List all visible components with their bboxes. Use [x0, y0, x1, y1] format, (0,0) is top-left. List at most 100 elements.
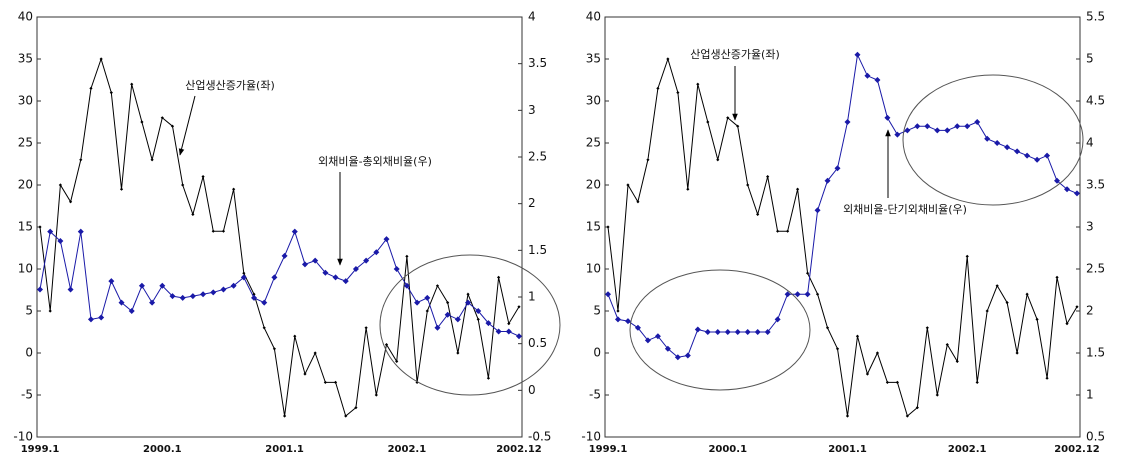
y2-tick-label: 3.5 [528, 56, 547, 70]
point [67, 286, 74, 293]
point [754, 329, 761, 335]
point [414, 299, 421, 306]
point [38, 225, 42, 229]
point [405, 254, 409, 258]
point [333, 380, 338, 384]
point [435, 284, 440, 288]
point [985, 309, 989, 313]
point [844, 119, 851, 125]
point [48, 309, 52, 313]
annotation: 산업생산증가율(좌) [690, 48, 780, 61]
point [975, 380, 979, 384]
point [342, 278, 349, 285]
y2-tick-label: 2.5 [528, 150, 547, 164]
point [914, 123, 921, 130]
y-tick-label: 10 [18, 262, 33, 276]
point [77, 228, 84, 235]
point [624, 318, 631, 325]
y-tick-label: 0 [25, 346, 33, 360]
point [605, 291, 611, 298]
point [664, 345, 671, 352]
point [686, 187, 690, 191]
point [37, 286, 43, 293]
point [118, 299, 125, 306]
point [99, 57, 103, 61]
point [1035, 317, 1039, 321]
point [47, 228, 54, 235]
y-tick-label: 30 [586, 94, 601, 108]
y-tick-label: 15 [586, 220, 601, 234]
point [814, 207, 821, 214]
point [795, 187, 800, 191]
x-tick-label: 1999.1 [21, 444, 60, 455]
point [374, 393, 378, 397]
point [271, 274, 278, 281]
point [293, 334, 297, 338]
point [1024, 152, 1031, 159]
x-tick-label: 2001.1 [265, 444, 304, 455]
y-tick-label: 25 [586, 136, 601, 150]
point [211, 229, 215, 233]
point [475, 308, 482, 314]
point [974, 119, 981, 125]
point [98, 314, 105, 321]
y2-tick-label: 1.5 [528, 243, 547, 257]
point [303, 372, 307, 376]
x-tick-label: 2002.1 [948, 444, 987, 455]
point [109, 91, 113, 95]
point [240, 274, 247, 281]
y-tick-label: 35 [18, 52, 33, 66]
point [654, 333, 661, 340]
point [364, 326, 368, 330]
y-tick-label: 40 [586, 10, 601, 24]
point [160, 116, 164, 120]
y2-tick-label: 4.5 [1086, 94, 1105, 108]
point [716, 158, 720, 162]
point [517, 305, 521, 309]
point [954, 123, 961, 130]
point [994, 140, 1001, 146]
point [1064, 186, 1071, 193]
point [128, 308, 135, 314]
point [666, 57, 670, 61]
point [170, 124, 175, 128]
y-tick-label: 30 [18, 94, 33, 108]
y2-tick-label: 0.5 [1086, 430, 1105, 444]
point [706, 120, 710, 124]
point [835, 347, 840, 351]
point [476, 317, 480, 321]
y2-tick-label: 3 [528, 103, 536, 117]
point [344, 414, 348, 418]
point [261, 299, 268, 306]
point [905, 414, 909, 418]
y-tick-label: 15 [18, 220, 33, 234]
y2-tick-label: 1 [528, 290, 536, 304]
point [854, 51, 861, 58]
point [332, 274, 339, 281]
point [704, 329, 711, 335]
point [925, 326, 929, 330]
point [230, 282, 237, 289]
point [874, 77, 881, 83]
point [210, 289, 217, 296]
point [734, 329, 741, 335]
y2-tick-label: 0 [528, 383, 536, 397]
point [434, 324, 441, 331]
point [815, 292, 820, 296]
point [282, 414, 287, 418]
point [1055, 275, 1059, 279]
x-tick-label: 2002.12 [1054, 444, 1100, 455]
y-tick-label: 20 [18, 178, 33, 192]
point [232, 187, 236, 191]
point [179, 294, 186, 301]
y-tick-label: 5 [25, 304, 33, 318]
point [674, 354, 681, 361]
point [834, 165, 841, 172]
y2-tick-label: 1 [1086, 388, 1094, 402]
annotation: 외채비율-단기외채비율(우) [843, 203, 967, 216]
point [756, 212, 760, 216]
y2-tick-label: -0.5 [528, 430, 551, 444]
y-tick-label: -5 [21, 388, 33, 402]
x-tick-label: 2002.1 [388, 444, 427, 455]
